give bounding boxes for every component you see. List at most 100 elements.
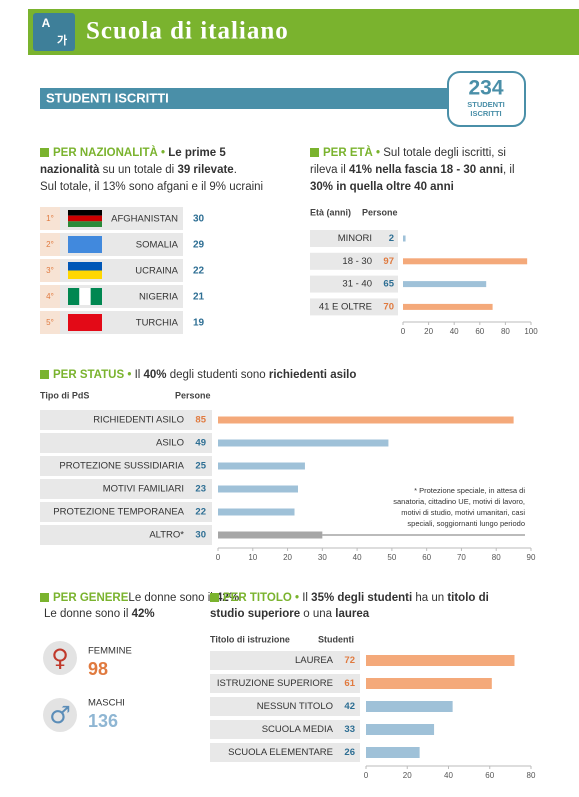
flag-part xyxy=(68,314,102,331)
x-tick-label: 70 xyxy=(457,553,466,562)
bar xyxy=(218,462,305,470)
category-label: ASILO xyxy=(156,438,184,449)
section-text: PER NAZIONALITÀ • Le prime 5 xyxy=(53,146,226,159)
x-tick-label: 0 xyxy=(364,771,369,780)
text-segment: Le donne sono il xyxy=(44,608,132,620)
country: AFGHANISTAN xyxy=(111,214,178,225)
gender-value: 98 xyxy=(88,659,108,679)
logo-letter: A xyxy=(42,16,51,30)
text-segment: 39 rilevate xyxy=(177,164,233,176)
value-label: 30 xyxy=(195,530,206,541)
flag-part xyxy=(68,210,102,216)
value-label: 42 xyxy=(344,701,355,712)
x-tick-label: 50 xyxy=(387,553,396,562)
country: UCRAINA xyxy=(135,266,178,277)
section-text: PER TITOLO • Il 35% degli studenti ha un… xyxy=(223,592,489,604)
x-tick-label: 30 xyxy=(318,553,327,562)
value-label: 23 xyxy=(195,484,206,495)
x-tick-label: 20 xyxy=(424,327,433,336)
text-segment: • xyxy=(292,592,302,604)
row-bg xyxy=(210,697,360,716)
section-marker xyxy=(210,593,219,602)
rank-box xyxy=(40,207,60,230)
x-tick-label: 0 xyxy=(401,327,406,336)
text-segment: 42% xyxy=(132,608,155,620)
section-marker xyxy=(40,593,49,602)
column-header: Titolo di istruzione xyxy=(210,634,290,644)
flag-part xyxy=(79,288,91,305)
section-heading: PER GENERE xyxy=(53,592,129,604)
text-segment: • xyxy=(373,147,383,159)
text-segment: • xyxy=(158,147,168,159)
bar xyxy=(403,235,406,242)
logo xyxy=(33,13,75,51)
row-bg xyxy=(40,502,212,522)
bar xyxy=(218,416,514,424)
row-bg xyxy=(310,252,398,270)
section-text: nazionalità su un totale di 39 rilevate. xyxy=(40,164,237,176)
banner-bar xyxy=(40,88,452,109)
total-value: 234 xyxy=(468,77,503,100)
column-header: Persone xyxy=(362,207,398,217)
text-segment: su un totale di xyxy=(99,164,177,176)
bar xyxy=(218,531,323,539)
bar xyxy=(403,303,493,310)
text-segment: degli studenti sono xyxy=(167,369,269,381)
x-tick-label: 60 xyxy=(422,553,431,562)
row-bg xyxy=(210,651,360,670)
x-tick-label: 40 xyxy=(444,771,453,780)
text-segment: 41% nella fascia 18 - 30 anni xyxy=(349,164,503,176)
text-segment: • xyxy=(124,369,134,381)
section-text: PER GENERELe donne sono il 42% xyxy=(53,592,239,604)
column-header: Persone xyxy=(175,390,211,400)
value-label: 85 xyxy=(195,415,206,426)
value-label: 25 xyxy=(195,461,206,472)
rank-box xyxy=(40,259,60,282)
section-heading: PER TITOLO xyxy=(223,592,292,604)
text-segment: Il xyxy=(135,369,144,381)
row-bg xyxy=(310,230,398,247)
category-label: SCUOLA MEDIA xyxy=(262,724,334,735)
section-heading: PER NAZIONALITÀ xyxy=(53,146,158,159)
header-bar xyxy=(28,9,579,55)
text-segment: rileva il xyxy=(310,164,349,176)
x-tick-label: 20 xyxy=(403,771,412,780)
total-label: ISCRITTI xyxy=(470,109,501,118)
value-label: 49 xyxy=(195,438,206,449)
category-label: NESSUN TITOLO xyxy=(257,701,333,712)
column-header: Studenti xyxy=(318,634,354,644)
gender-text: Le donne sono il 42% xyxy=(44,608,155,620)
column-header: Tipo di PdS xyxy=(40,390,89,400)
country: TURCHIA xyxy=(136,318,179,329)
flag-part xyxy=(68,288,80,305)
text-segment: Le donne sono il xyxy=(128,592,216,604)
rank: 1° xyxy=(46,214,54,223)
rank-box xyxy=(40,285,60,308)
value-label: 72 xyxy=(344,655,355,666)
category-label: PROTEZIONE TEMPORANEA xyxy=(53,507,184,518)
flag-part xyxy=(68,270,102,279)
value-label: 26 xyxy=(344,747,355,758)
total-label: STUDENTI xyxy=(467,100,505,109)
row-bg xyxy=(210,743,360,762)
section-marker xyxy=(40,370,49,379)
x-tick-label: 80 xyxy=(501,327,510,336)
country-value: 29 xyxy=(193,240,205,251)
section-text: rileva il 41% nella fascia 18 - 30 anni,… xyxy=(310,164,515,176)
text-segment: Il xyxy=(302,592,311,604)
text-segment: Sul totale, il 13% sono afgani e il 9% u… xyxy=(40,181,263,193)
text-segment: titolo di xyxy=(447,592,489,604)
x-tick-label: 60 xyxy=(485,771,494,780)
text-segment: richiedenti asilo xyxy=(269,369,357,381)
x-tick-label: 10 xyxy=(248,553,257,562)
annotation: * Protezione speciale, in attesa di xyxy=(414,486,525,495)
text-segment: ha un xyxy=(412,592,447,604)
x-tick-label: 0 xyxy=(216,553,221,562)
country: SOMALIA xyxy=(136,240,179,251)
text-segment: 42% xyxy=(216,592,239,604)
category-label: MINORI xyxy=(338,233,372,244)
female-icon xyxy=(43,641,77,675)
bar xyxy=(218,485,298,493)
x-tick-label: 40 xyxy=(450,327,459,336)
